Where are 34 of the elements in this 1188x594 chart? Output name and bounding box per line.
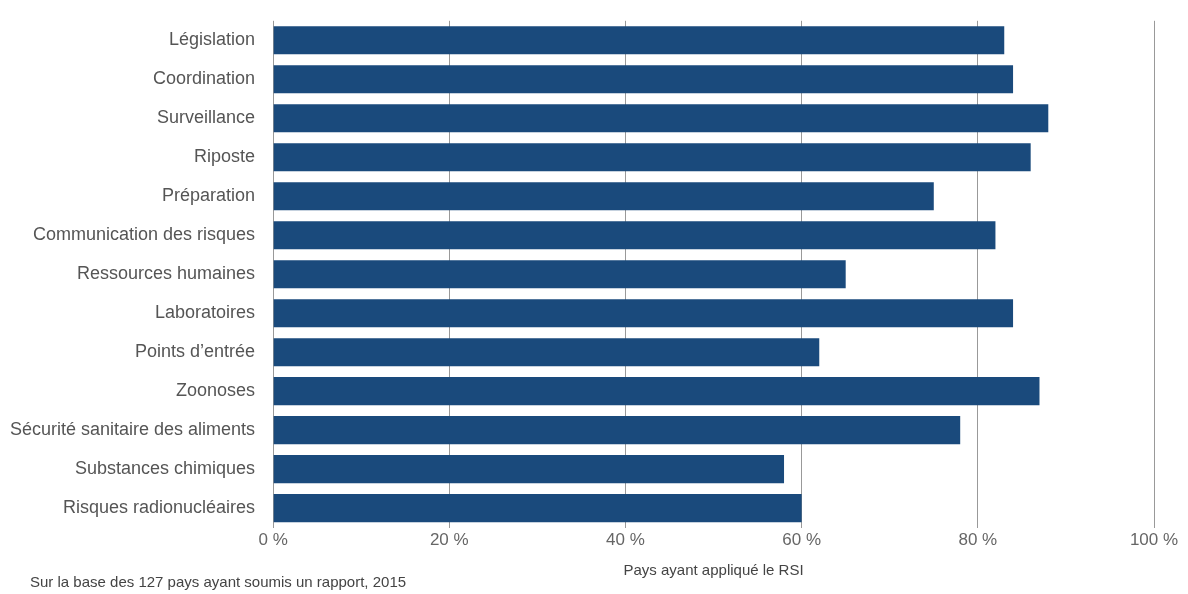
y-tick-label: Préparation — [162, 185, 256, 206]
y-tick-label: Riposte — [194, 146, 256, 167]
bar — [273, 104, 1049, 133]
y-tick-label: Zoonoses — [176, 380, 256, 401]
bar — [273, 416, 961, 445]
y-tick-label: Ressources humaines — [77, 263, 256, 284]
x-tick-label: 40 % — [606, 530, 645, 550]
y-tick-label: Communication des risques — [33, 224, 256, 245]
y-tick-label: Législation — [169, 29, 256, 50]
y-tick-label: Points d’entrée — [135, 341, 256, 362]
bar — [273, 65, 1014, 94]
bar — [273, 494, 802, 523]
y-tick-label: Coordination — [153, 68, 256, 89]
y-tick-label: Surveillance — [157, 107, 256, 128]
y-tick-label: Substances chimiques — [75, 458, 256, 479]
x-tick-label: 60 % — [782, 530, 822, 550]
y-tick-label: Laboratoires — [155, 302, 256, 323]
text: Sur la base des 127 pays ayant soumis un rapport, 2015 — [30, 572, 407, 590]
bar — [273, 455, 785, 484]
x-axis-title: Pays ayant appliqué le RSI — [623, 561, 804, 579]
y-tick-label: Risques radionucléaires — [63, 497, 256, 518]
bar — [273, 182, 934, 211]
bar — [273, 221, 996, 250]
x-tick-label: 20 % — [429, 530, 469, 550]
bar — [273, 143, 1031, 172]
bar — [273, 377, 1040, 406]
x-tick-label: 100 % — [1129, 530, 1179, 550]
y-tick-label: Sécurité sanitaire des aliments — [9, 419, 256, 440]
bar — [273, 26, 1005, 55]
x-tick-label: 80 % — [958, 530, 998, 550]
bar — [273, 299, 1014, 328]
bar — [273, 338, 820, 367]
x-tick-label: 0 % — [258, 530, 288, 550]
bar — [273, 260, 846, 289]
